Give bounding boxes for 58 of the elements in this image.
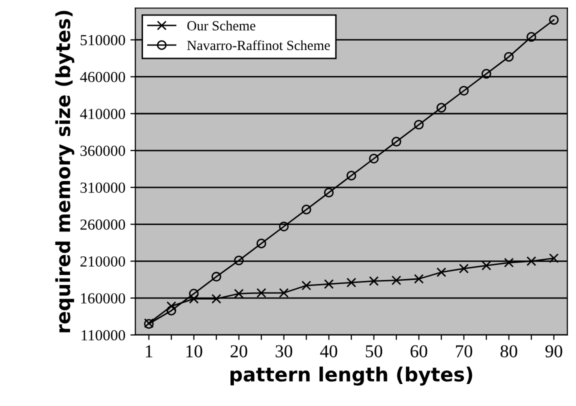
point bbox=[256, 288, 266, 298]
point bbox=[436, 102, 446, 113]
y-axis-title: required memory size (bytes) bbox=[55, 10, 74, 332]
x-axis-title: pattern length (bytes) bbox=[230, 366, 472, 386]
y-tick-label: 360000 bbox=[80, 146, 126, 156]
point bbox=[482, 260, 492, 270]
point bbox=[526, 32, 536, 42]
point bbox=[166, 301, 176, 312]
y-tick-label: 410000 bbox=[80, 108, 126, 120]
point bbox=[189, 288, 199, 298]
point bbox=[256, 238, 266, 248]
point bbox=[166, 306, 176, 316]
point bbox=[392, 136, 402, 147]
y-tick-label: 310000 bbox=[80, 182, 126, 193]
point bbox=[526, 256, 536, 266]
point bbox=[212, 272, 222, 282]
point bbox=[324, 188, 334, 198]
x-tick-label: 20 bbox=[230, 345, 248, 358]
point bbox=[459, 86, 469, 96]
point bbox=[414, 274, 424, 284]
y-tick-label: 210000 bbox=[80, 256, 126, 267]
point bbox=[279, 288, 289, 298]
point bbox=[549, 15, 559, 25]
point bbox=[346, 278, 356, 288]
legend-label: Our Scheme bbox=[187, 20, 256, 30]
point bbox=[369, 276, 379, 286]
x-tick-label: 30 bbox=[276, 345, 292, 358]
legend-label: Navarro-Raffinot Scheme bbox=[187, 40, 330, 50]
point bbox=[234, 256, 244, 266]
point bbox=[504, 52, 514, 62]
point bbox=[212, 294, 222, 304]
point bbox=[369, 154, 379, 164]
x-tick-label: 50 bbox=[366, 345, 382, 358]
y-tick-label: 160000 bbox=[81, 293, 126, 304]
x-tick-label: 10 bbox=[186, 345, 202, 358]
point bbox=[234, 288, 244, 298]
point bbox=[346, 170, 356, 180]
point bbox=[436, 267, 446, 278]
point bbox=[549, 253, 559, 264]
y-tick-label: 260000 bbox=[80, 219, 126, 230]
point bbox=[324, 279, 334, 289]
point bbox=[392, 275, 402, 286]
y-tick-label: 460000 bbox=[80, 72, 126, 82]
point bbox=[302, 280, 312, 290]
point bbox=[504, 258, 514, 268]
x-tick-label: 80 bbox=[500, 345, 518, 358]
x-tick-label: 40 bbox=[320, 345, 338, 358]
y-tick-label: 510000 bbox=[80, 34, 126, 46]
x-tick-label: 60 bbox=[410, 345, 428, 358]
point bbox=[482, 68, 492, 79]
x-tick-label: 1 bbox=[146, 345, 152, 358]
y-tick-label: 110000 bbox=[82, 330, 126, 340]
x-tick-label: 70 bbox=[456, 345, 472, 358]
point bbox=[279, 222, 289, 232]
x-tick-label: 90 bbox=[545, 345, 562, 358]
point bbox=[302, 204, 312, 214]
point bbox=[459, 264, 469, 274]
point bbox=[414, 120, 424, 130]
